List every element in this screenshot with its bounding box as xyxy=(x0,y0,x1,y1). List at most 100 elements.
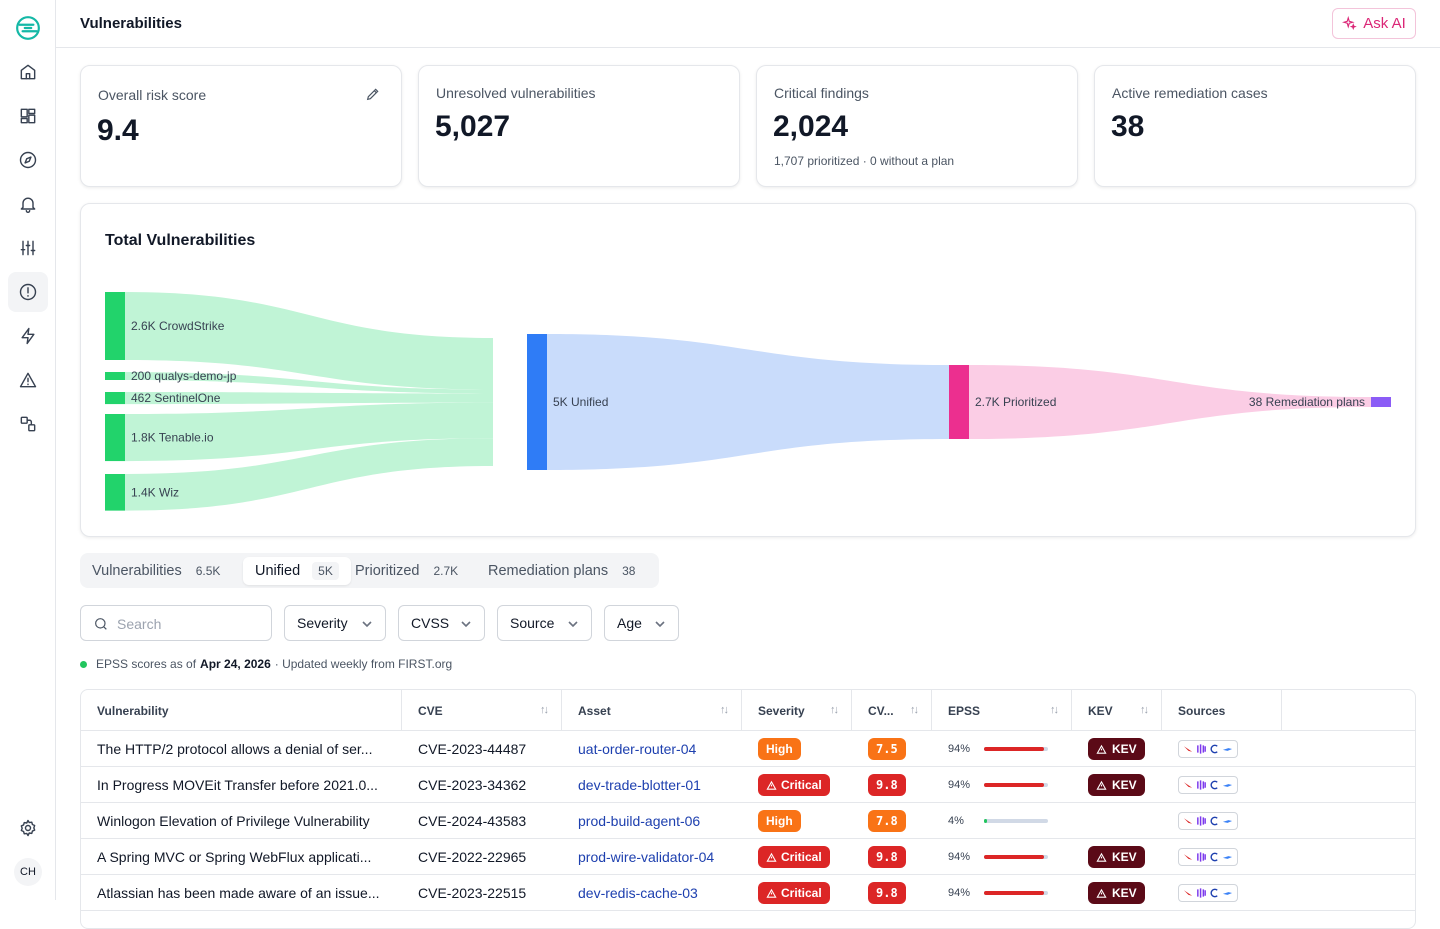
vulnerability-title[interactable]: A Spring MVC or Spring WebFlux applicati… xyxy=(97,849,372,865)
logo-icon[interactable] xyxy=(8,8,48,48)
tab-prioritized[interactable]: Prioritized 2.7K xyxy=(343,557,470,585)
vulnerability-title[interactable]: Winlogon Elevation of Privilege Vulnerab… xyxy=(97,813,370,829)
tab-count: 38 xyxy=(622,564,636,578)
source-icons[interactable] xyxy=(1178,776,1238,794)
source-filter[interactable]: Source xyxy=(497,605,592,641)
source-icons[interactable] xyxy=(1178,740,1238,758)
sliders-icon[interactable] xyxy=(8,228,48,268)
qualys-icon xyxy=(1222,748,1233,751)
column-header-kev[interactable]: KEV ↑↓ xyxy=(1072,690,1162,731)
search-input[interactable]: Search xyxy=(80,605,272,641)
sort-icon[interactable]: ↑↓ xyxy=(540,704,549,716)
column-header-cvss[interactable]: CV... ↑↓ xyxy=(852,690,932,731)
cvss-badge: 7.5 xyxy=(868,738,906,760)
compass-icon[interactable] xyxy=(8,140,48,180)
epss-cell: 4% xyxy=(948,803,1068,839)
table-row[interactable]: The HTTP/2 protocol allows a denial of s… xyxy=(81,731,1415,767)
cvss-filter[interactable]: CVSS xyxy=(398,605,485,641)
dashboard-icon[interactable] xyxy=(8,96,48,136)
pencil-icon[interactable] xyxy=(365,86,381,102)
kev-cell: KEV xyxy=(1088,875,1158,911)
warning-icon[interactable] xyxy=(8,360,48,400)
sort-icon[interactable]: ↑↓ xyxy=(720,704,729,716)
cve-id: CVE-2023-44487 xyxy=(418,741,527,757)
ask-ai-button[interactable]: Ask AI xyxy=(1332,8,1416,39)
severity-cell: High xyxy=(758,803,848,839)
bell-icon[interactable] xyxy=(8,184,48,224)
falcon-icon xyxy=(1183,818,1193,824)
ask-ai-label: Ask AI xyxy=(1363,15,1406,32)
vulnerabilities-icon[interactable] xyxy=(8,272,48,312)
asset-link[interactable]: dev-redis-cache-03 xyxy=(578,885,698,901)
sankey-label-remediation: 38 Remediation plans xyxy=(1249,395,1365,409)
top-bar: Vulnerabilities Ask AI xyxy=(56,0,1440,48)
search-placeholder: Search xyxy=(117,616,162,632)
table-row[interactable]: In Progress MOVEit Transfer before 2021.… xyxy=(81,767,1415,803)
tab-unified[interactable]: Unified 5K xyxy=(243,557,351,585)
sankey-node-crowdstrike xyxy=(105,292,125,360)
sankey-label-wiz: 1.4K Wiz xyxy=(131,485,179,499)
sankey-node-qualys xyxy=(105,372,125,380)
tab-count: 2.7K xyxy=(433,564,459,578)
asset-link[interactable]: prod-build-agent-06 xyxy=(578,813,701,829)
source-icons[interactable] xyxy=(1178,848,1238,866)
sort-icon[interactable]: ↑↓ xyxy=(1050,704,1059,716)
filter-label: CVSS xyxy=(411,615,450,631)
gear-icon[interactable] xyxy=(8,808,48,848)
table-row[interactable]: Winlogon Elevation of Privilege Vulnerab… xyxy=(81,803,1415,839)
stat-card-value: 5,027 xyxy=(435,110,511,143)
severity-cell: High xyxy=(758,731,848,767)
warning-icon xyxy=(766,852,777,862)
wiz-icon xyxy=(1197,744,1206,754)
sankey-node-unified xyxy=(527,334,547,470)
tab-remediation-plans[interactable]: Remediation plans 38 xyxy=(476,557,647,585)
sankey-label-qualys: 200 qualys-demo-jp xyxy=(131,369,237,383)
warning-icon xyxy=(1096,744,1107,754)
epss-value: 4% xyxy=(948,815,964,827)
kev-cell: KEV xyxy=(1088,731,1158,767)
column-header-sources[interactable]: Sources xyxy=(1162,690,1282,731)
source-icons[interactable] xyxy=(1178,884,1238,902)
home-icon[interactable] xyxy=(8,52,48,92)
column-header-severity[interactable]: Severity ↑↓ xyxy=(742,690,852,731)
vulnerability-title[interactable]: Atlassian has been made aware of an issu… xyxy=(97,885,380,901)
epss-value: 94% xyxy=(948,779,971,791)
column-header-cve[interactable]: CVE ↑↓ xyxy=(402,690,562,731)
column-header-epss[interactable]: EPSS ↑↓ xyxy=(932,690,1072,731)
warning-icon xyxy=(1096,852,1107,862)
asset-link[interactable]: prod-wire-validator-04 xyxy=(578,849,715,865)
table-row[interactable]: Atlassian has been made aware of an issu… xyxy=(81,875,1415,911)
table-row[interactable]: A Spring MVC or Spring WebFlux applicati… xyxy=(81,839,1415,875)
kev-cell xyxy=(1088,803,1158,839)
lightning-icon[interactable] xyxy=(8,316,48,356)
tab-label: Remediation plans xyxy=(488,563,609,579)
avatar[interactable]: CH xyxy=(14,858,42,886)
sources-cell xyxy=(1178,767,1278,803)
severity-filter[interactable]: Severity xyxy=(284,605,386,641)
cvss-cell: 7.8 xyxy=(868,803,928,839)
epss-cell: 94% xyxy=(948,731,1068,767)
asset-link[interactable]: dev-trade-blotter-01 xyxy=(578,777,701,793)
column-header-asset[interactable]: Asset ↑↓ xyxy=(562,690,742,731)
age-filter[interactable]: Age xyxy=(604,605,679,641)
kev-badge: KEV xyxy=(1088,774,1145,796)
stat-card-value: 2,024 xyxy=(773,110,849,143)
sankey-node-tenable xyxy=(105,414,125,462)
sort-icon[interactable]: ↑↓ xyxy=(1140,704,1149,716)
warning-icon xyxy=(1096,888,1107,898)
epss-cell: 94% xyxy=(948,875,1068,911)
tab-vulnerabilities[interactable]: Vulnerabilities 6.5K xyxy=(80,557,232,585)
vulnerability-title[interactable]: The HTTP/2 protocol allows a denial of s… xyxy=(97,741,373,757)
integrations-icon[interactable] xyxy=(8,404,48,444)
stat-card-unresolved: Unresolved vulnerabilities 5,027 xyxy=(418,65,740,187)
sankey-link-sentinelone xyxy=(125,392,493,405)
sort-icon[interactable]: ↑↓ xyxy=(910,704,919,716)
asset-link[interactable]: uat-order-router-04 xyxy=(578,741,697,757)
source-icons[interactable] xyxy=(1178,812,1238,830)
tenable-icon xyxy=(1210,780,1218,790)
vulnerability-title[interactable]: In Progress MOVEit Transfer before 2021.… xyxy=(97,777,378,793)
table-header: Vulnerability CVE ↑↓ Asset ↑↓ Severity ↑↓ C… xyxy=(81,690,1415,731)
column-header-vulnerability[interactable]: Vulnerability xyxy=(81,690,402,731)
stat-card-sub: 1,707 prioritized · 0 without a plan xyxy=(774,154,955,168)
sort-icon[interactable]: ↑↓ xyxy=(830,704,839,716)
